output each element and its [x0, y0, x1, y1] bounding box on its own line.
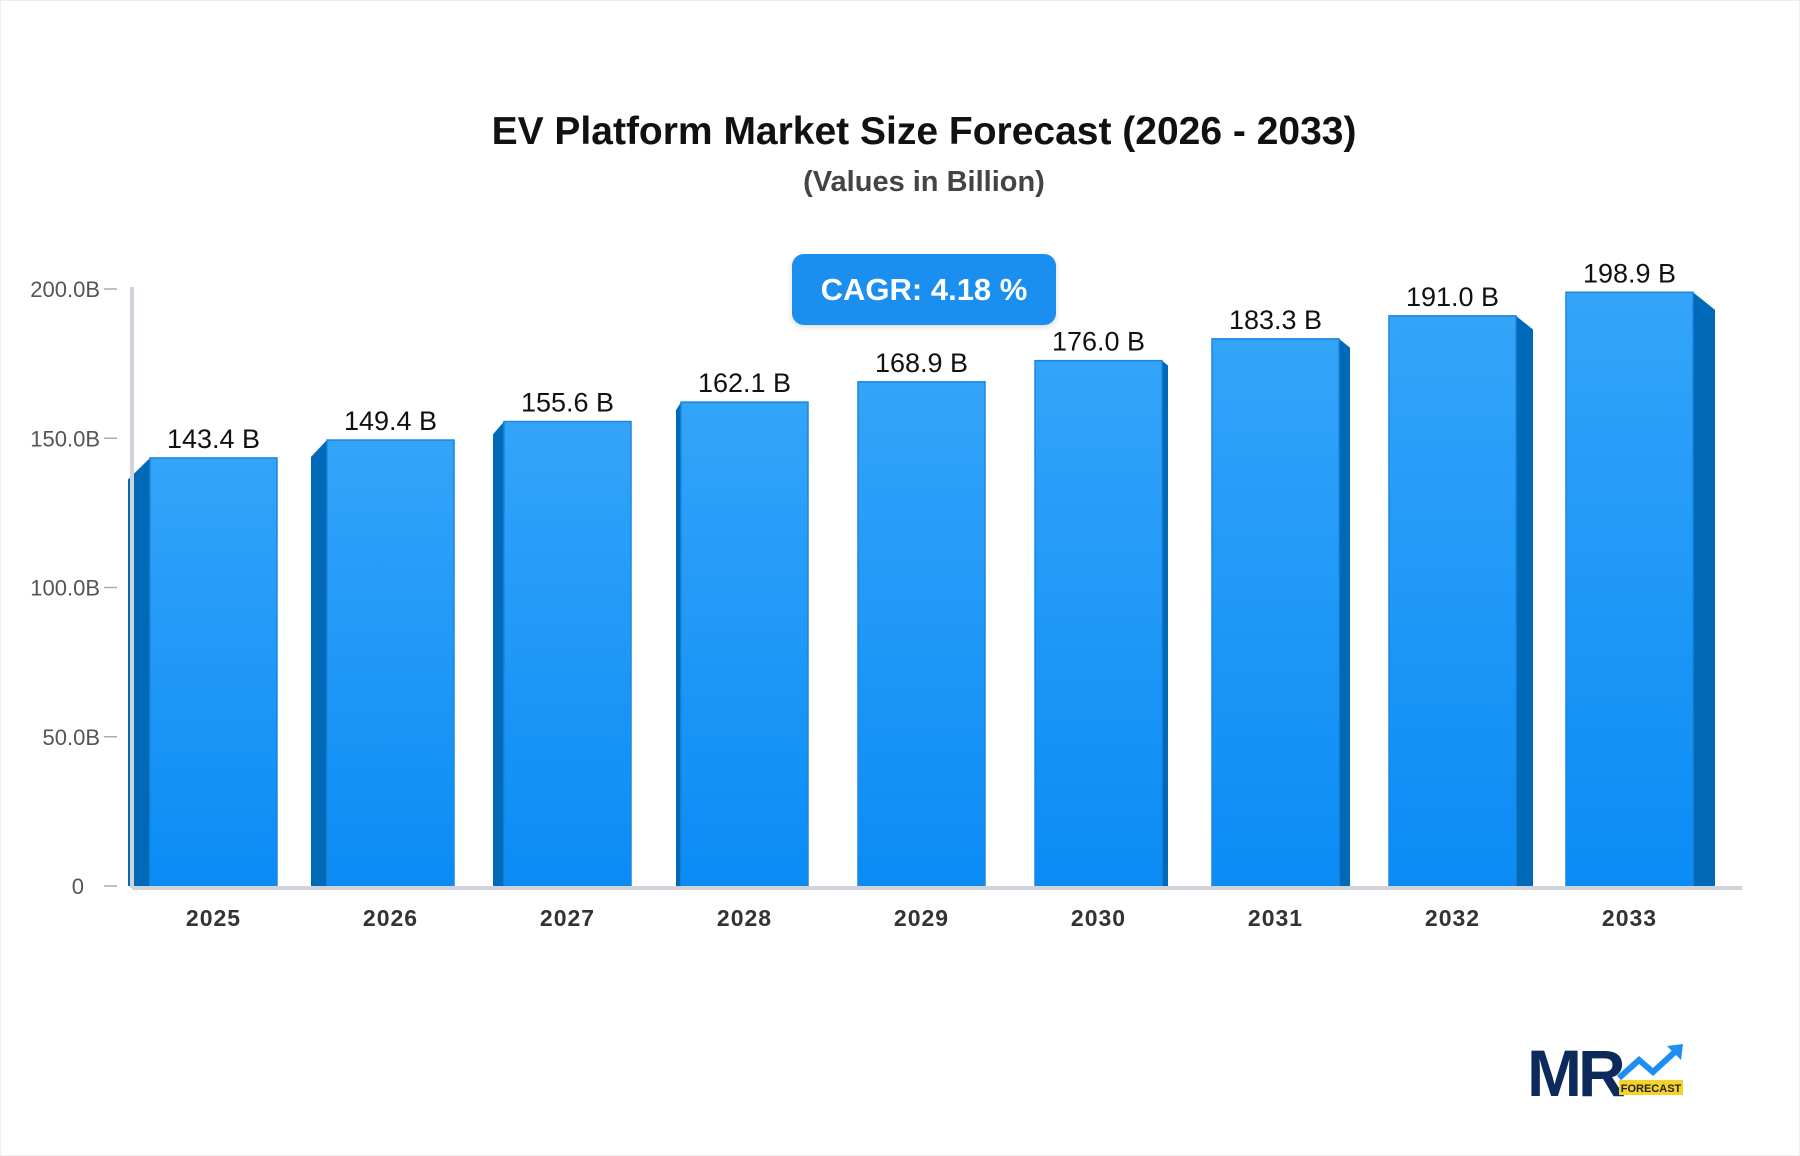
- x-tick-label: 2031: [1248, 905, 1303, 931]
- bar-2033: [1565, 291, 1694, 887]
- x-tick-label: 2030: [1071, 905, 1126, 931]
- data-label: 149.4 B: [344, 406, 437, 436]
- bar-2027: [503, 420, 632, 887]
- bar-side: [676, 402, 681, 886]
- data-label: 191.0 B: [1406, 282, 1499, 312]
- data-label: 143.4 B: [167, 424, 260, 454]
- bar-2029: [857, 381, 986, 887]
- x-tick-label: 2029: [894, 905, 949, 931]
- data-label: 168.9 B: [875, 348, 968, 378]
- chart-subtitle: (Values in Billion): [803, 166, 1045, 198]
- bar-side: [1693, 292, 1715, 886]
- bar-side: [311, 440, 327, 886]
- x-tick-label: 2027: [540, 905, 595, 931]
- cagr-badge: CAGR: 4.18 %: [792, 254, 1056, 325]
- data-label: 155.6 B: [521, 388, 614, 418]
- x-tick-label: 2032: [1425, 905, 1480, 931]
- data-label: 183.3 B: [1229, 305, 1322, 335]
- svg-text:MR: MR: [1527, 1040, 1625, 1102]
- x-tick-label: 2026: [363, 905, 418, 931]
- y-tick-label: 100.0B: [30, 576, 100, 601]
- bar-2031: [1211, 338, 1340, 887]
- y-tick-label: 150.0B: [30, 426, 100, 451]
- x-tick-label: 2033: [1602, 905, 1657, 931]
- bar-2030: [1034, 359, 1163, 887]
- bar-side: [1162, 360, 1168, 886]
- svg-text:FORECAST: FORECAST: [1621, 1083, 1682, 1095]
- bar-2032: [1388, 315, 1517, 887]
- bar-side: [493, 421, 504, 886]
- y-tick-label: 0: [72, 874, 84, 899]
- bar-2025: [149, 457, 278, 887]
- y-tick-label: 200.0B: [30, 277, 100, 302]
- bar-2028: [680, 401, 809, 887]
- x-tick-label: 2025: [186, 905, 241, 931]
- x-tick-label: 2028: [717, 905, 772, 931]
- data-label: 198.9 B: [1583, 258, 1676, 288]
- chart-title: EV Platform Market Size Forecast (2026 -…: [491, 110, 1357, 153]
- data-label: 176.0 B: [1052, 327, 1145, 357]
- bar-side: [1339, 338, 1350, 886]
- y-tick-label: 50.0B: [43, 725, 101, 750]
- bar-side: [1516, 315, 1533, 886]
- bar-2026: [326, 439, 455, 887]
- data-label: 162.1 B: [698, 368, 791, 398]
- mr-forecast-logo: MR FORECAST: [1527, 1040, 1687, 1102]
